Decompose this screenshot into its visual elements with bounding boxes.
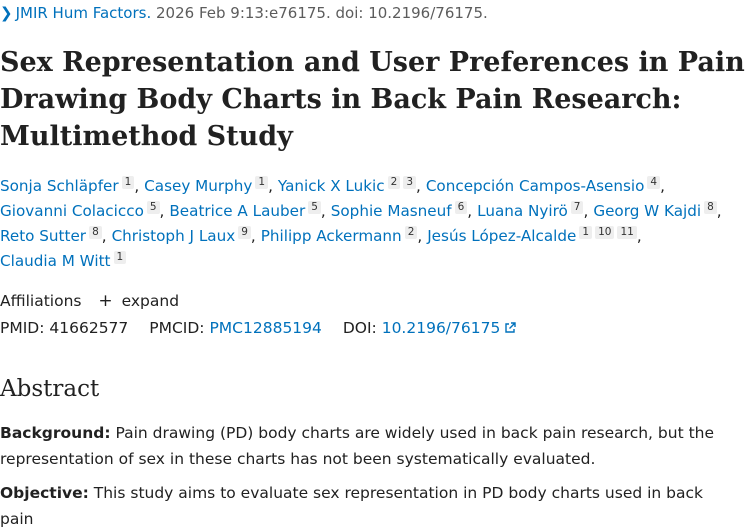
- objective-label: Objective:: [0, 484, 89, 502]
- author-separator: ,: [134, 177, 140, 195]
- author-separator: ,: [716, 202, 722, 220]
- author-name-link[interactable]: Casey Murphy: [144, 177, 253, 195]
- author-name-link[interactable]: Georg W Kajdi: [593, 202, 702, 220]
- chevron-right-icon[interactable]: ❯: [0, 4, 13, 22]
- author-line: Giovanni Colacicco 5, Beatrice A Lauber 5, S…: [0, 199, 745, 224]
- author-separator: ,: [583, 202, 589, 220]
- affiliation-badge[interactable]: 1: [113, 251, 127, 264]
- author-name-link[interactable]: Beatrice A Lauber: [169, 202, 306, 220]
- affiliations-row: Affiliations + expand: [0, 291, 179, 311]
- author-separator: ,: [636, 227, 642, 245]
- author-line: Reto Sutter 8, Christoph J Laux 9, Philipp A…: [0, 224, 745, 249]
- author-line: Sonja Schläpfer 1, Casey Murphy 1, Yanick X …: [0, 174, 745, 199]
- pmcid-label: PMCID:: [149, 319, 205, 337]
- background-label: Background:: [0, 424, 111, 442]
- journal-link[interactable]: JMIR Hum Factors.: [15, 4, 152, 22]
- author-separator: ,: [467, 202, 473, 220]
- doi-link[interactable]: 10.2196/76175: [381, 319, 501, 337]
- affiliation-badge[interactable]: 4: [647, 176, 661, 189]
- author-name-link[interactable]: Sophie Masneuf: [330, 202, 452, 220]
- author-separator: ,: [320, 202, 326, 220]
- affiliation-badge[interactable]: 8: [704, 201, 717, 214]
- affiliation-badge[interactable]: 1: [121, 176, 135, 189]
- author-name-link[interactable]: Luana Nyirö: [477, 202, 568, 220]
- author-name-link[interactable]: Giovanni Colacicco: [0, 202, 144, 220]
- author-name-link[interactable]: Christoph J Laux: [111, 227, 236, 245]
- expand-affiliations-button[interactable]: expand: [121, 292, 180, 310]
- affiliation-badge[interactable]: 1: [255, 176, 269, 189]
- pmid-label: PMID:: [0, 319, 45, 337]
- affiliation-badge[interactable]: 8: [89, 226, 102, 239]
- article-title: Sex Representation and User Preferences …: [0, 44, 745, 155]
- title-line-3: Multimethod Study: [0, 121, 293, 152]
- title-line-2: Drawing Body Charts in Back Pain Researc…: [0, 84, 682, 115]
- author-name-link[interactable]: Jesús López-Alcalde: [427, 227, 577, 245]
- affiliation-badge[interactable]: 3: [403, 176, 416, 189]
- affiliation-badge[interactable]: 9: [238, 226, 251, 239]
- author-separator: ,: [101, 227, 107, 245]
- title-line-1: Sex Representation and User Preferences …: [0, 47, 745, 78]
- citation-line: ❯ JMIR Hum Factors. 2026 Feb 9:13:e76175.…: [0, 4, 488, 22]
- author-name-link[interactable]: Philipp Ackermann: [260, 227, 402, 245]
- pmid-value: 41662577: [49, 319, 129, 337]
- affiliation-badge[interactable]: 6: [454, 201, 468, 214]
- abstract-objective: Objective: This study aims to evaluate s…: [0, 480, 740, 532]
- author-separator: ,: [660, 177, 665, 195]
- affiliation-badge[interactable]: 2: [387, 176, 401, 189]
- affiliations-label: Affiliations: [0, 292, 82, 310]
- author-name-link[interactable]: Sonja Schläpfer: [0, 177, 119, 195]
- affiliation-badge[interactable]: 11: [617, 226, 637, 239]
- affiliation-badge[interactable]: 10: [595, 226, 615, 239]
- plus-icon[interactable]: +: [98, 291, 113, 311]
- affiliation-badge[interactable]: 1: [579, 226, 593, 239]
- affiliation-badge[interactable]: 5: [146, 201, 160, 214]
- author-list: Sonja Schläpfer 1, Casey Murphy 1, Yanick X …: [0, 174, 745, 274]
- affiliation-badge[interactable]: 2: [404, 226, 418, 239]
- author-name-link[interactable]: Reto Sutter: [0, 227, 87, 245]
- author-separator: ,: [250, 227, 256, 245]
- author-name-link[interactable]: Claudia M Witt: [0, 252, 111, 270]
- identifiers-row: PMID: 41662577 PMCID: PMC12885194 DOI: 1…: [0, 319, 517, 338]
- doi-label: DOI:: [342, 319, 377, 337]
- author-line: Claudia M Witt 1: [0, 249, 745, 274]
- pmcid-link[interactable]: PMC12885194: [209, 319, 322, 337]
- abstract-heading: Abstract: [0, 376, 100, 402]
- author-name-link[interactable]: Concepción Campos-Asensio: [425, 177, 645, 195]
- author-separator: ,: [417, 227, 423, 245]
- author-name-link[interactable]: Yanick X Lukic: [277, 177, 385, 195]
- external-link-icon[interactable]: [504, 320, 517, 338]
- author-separator: ,: [268, 177, 273, 195]
- objective-text: This study aims to evaluate sex represen…: [0, 484, 704, 528]
- background-text-line-1: Pain drawing (PD) body charts are widely…: [115, 424, 715, 442]
- citation-details: 2026 Feb 9:13:e76175. doi: 10.2196/76175…: [156, 4, 488, 22]
- author-separator: ,: [159, 202, 165, 220]
- affiliation-badge[interactable]: 5: [308, 201, 321, 214]
- background-text-line-2: representation of sex in these charts ha…: [0, 450, 596, 468]
- abstract-background: Background: Pain drawing (PD) body chart…: [0, 420, 740, 472]
- author-separator: ,: [416, 177, 421, 195]
- affiliation-badge[interactable]: 7: [570, 201, 584, 214]
